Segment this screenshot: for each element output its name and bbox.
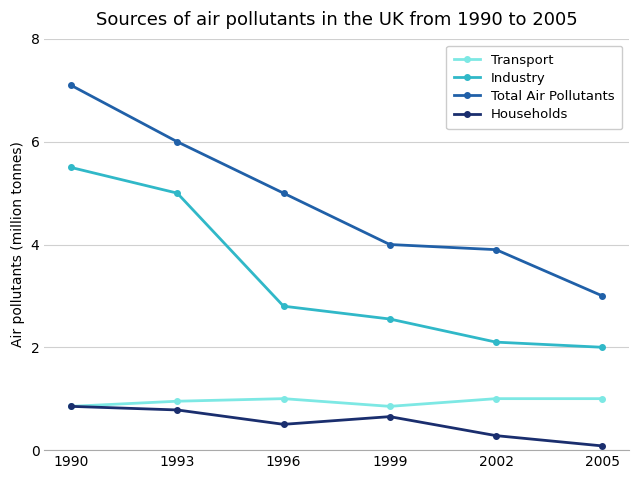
Total Air Pollutants <box>492 247 500 252</box>
Households <box>386 414 394 420</box>
Transport <box>386 404 394 409</box>
Transport <box>492 396 500 402</box>
Industry <box>173 190 181 196</box>
Line: Industry: Industry <box>68 165 605 350</box>
Transport <box>173 398 181 404</box>
Households <box>280 421 287 427</box>
Total Air Pollutants <box>173 139 181 144</box>
Title: Sources of air pollutants in the UK from 1990 to 2005: Sources of air pollutants in the UK from… <box>96 11 577 29</box>
Y-axis label: Air pollutants (million tonnes): Air pollutants (million tonnes) <box>11 142 25 348</box>
Industry <box>386 316 394 322</box>
Industry <box>280 303 287 309</box>
Total Air Pollutants <box>386 241 394 247</box>
Households <box>598 443 606 449</box>
Households <box>492 433 500 439</box>
Legend: Transport, Industry, Total Air Pollutants, Households: Transport, Industry, Total Air Pollutant… <box>446 46 622 129</box>
Households <box>67 404 75 409</box>
Transport <box>67 404 75 409</box>
Industry <box>492 339 500 345</box>
Line: Total Air Pollutants: Total Air Pollutants <box>68 83 605 299</box>
Total Air Pollutants <box>280 190 287 196</box>
Total Air Pollutants <box>67 83 75 88</box>
Transport <box>280 396 287 402</box>
Industry <box>67 165 75 170</box>
Industry <box>598 344 606 350</box>
Total Air Pollutants <box>598 293 606 299</box>
Transport <box>598 396 606 402</box>
Households <box>173 407 181 413</box>
Line: Transport: Transport <box>68 396 605 409</box>
Line: Households: Households <box>68 404 605 449</box>
